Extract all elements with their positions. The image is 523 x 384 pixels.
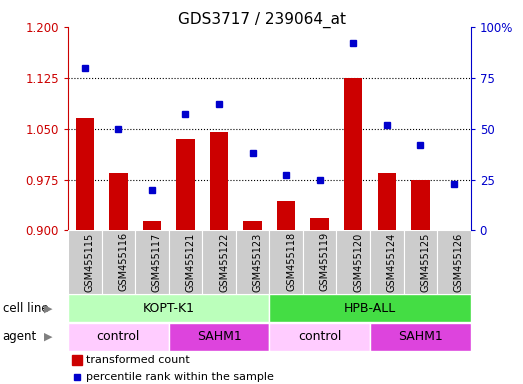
Text: HPB-ALL: HPB-ALL — [344, 302, 396, 314]
Bar — [370, 230, 404, 294]
Text: GSM455118: GSM455118 — [286, 232, 296, 291]
Text: GSM455121: GSM455121 — [186, 232, 196, 291]
Text: GSM455125: GSM455125 — [420, 232, 430, 292]
Bar — [370, 323, 471, 351]
Text: GSM455119: GSM455119 — [320, 232, 329, 291]
Bar — [72, 355, 82, 365]
Bar — [168, 230, 202, 294]
Bar — [176, 139, 195, 230]
Bar — [269, 230, 303, 294]
Bar — [277, 200, 295, 230]
Text: GSM455126: GSM455126 — [454, 232, 464, 291]
Bar — [75, 118, 94, 230]
Text: GSM455123: GSM455123 — [253, 232, 263, 291]
Text: SAHM1: SAHM1 — [398, 331, 443, 343]
Bar — [303, 230, 336, 294]
Text: control: control — [97, 331, 140, 343]
Text: GSM455122: GSM455122 — [219, 232, 229, 292]
Text: ▶: ▶ — [44, 332, 52, 342]
Bar — [68, 323, 168, 351]
Bar — [202, 230, 236, 294]
Text: control: control — [298, 331, 342, 343]
Bar — [411, 180, 429, 230]
Bar — [210, 132, 228, 230]
Bar — [101, 230, 135, 294]
Bar — [269, 323, 370, 351]
Bar — [344, 78, 362, 230]
Text: transformed count: transformed count — [86, 355, 190, 365]
Text: KOPT-K1: KOPT-K1 — [143, 302, 195, 314]
Bar — [336, 230, 370, 294]
Bar — [68, 230, 101, 294]
Bar — [269, 295, 471, 322]
Text: GSM455117: GSM455117 — [152, 232, 162, 291]
Bar — [68, 295, 269, 322]
Text: GSM455116: GSM455116 — [118, 232, 128, 291]
Bar — [109, 174, 128, 230]
Bar — [437, 230, 471, 294]
Text: GSM455115: GSM455115 — [85, 232, 95, 291]
Bar — [378, 173, 396, 230]
Bar — [311, 217, 329, 230]
Bar — [168, 323, 269, 351]
Text: GSM455124: GSM455124 — [387, 232, 397, 291]
Bar — [236, 230, 269, 294]
Text: ▶: ▶ — [44, 303, 52, 313]
Text: GSM455120: GSM455120 — [353, 232, 363, 291]
Text: GDS3717 / 239064_at: GDS3717 / 239064_at — [177, 12, 346, 28]
Bar — [404, 230, 437, 294]
Text: SAHM1: SAHM1 — [197, 331, 242, 343]
Bar — [135, 230, 168, 294]
Text: agent: agent — [3, 331, 37, 343]
Text: cell line: cell line — [3, 302, 48, 314]
Bar — [143, 221, 161, 230]
Text: percentile rank within the sample: percentile rank within the sample — [86, 372, 274, 382]
Bar — [243, 221, 262, 230]
